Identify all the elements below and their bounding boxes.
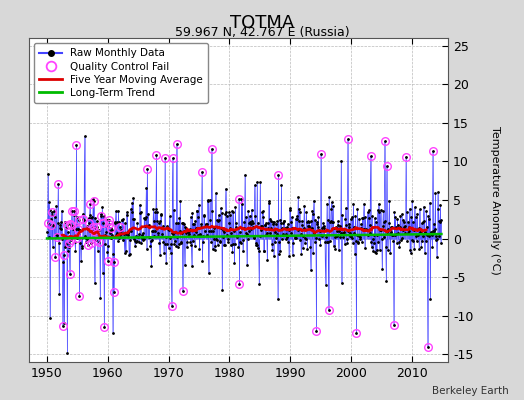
Y-axis label: Temperature Anomaly (°C): Temperature Anomaly (°C) — [490, 126, 500, 274]
Legend: Raw Monthly Data, Quality Control Fail, Five Year Moving Average, Long-Term Tren: Raw Monthly Data, Quality Control Fail, … — [34, 43, 209, 103]
Text: Berkeley Earth: Berkeley Earth — [432, 386, 508, 396]
Text: 59.967 N, 42.767 E (Russia): 59.967 N, 42.767 E (Russia) — [174, 26, 350, 39]
Text: TOTMA: TOTMA — [230, 14, 294, 32]
